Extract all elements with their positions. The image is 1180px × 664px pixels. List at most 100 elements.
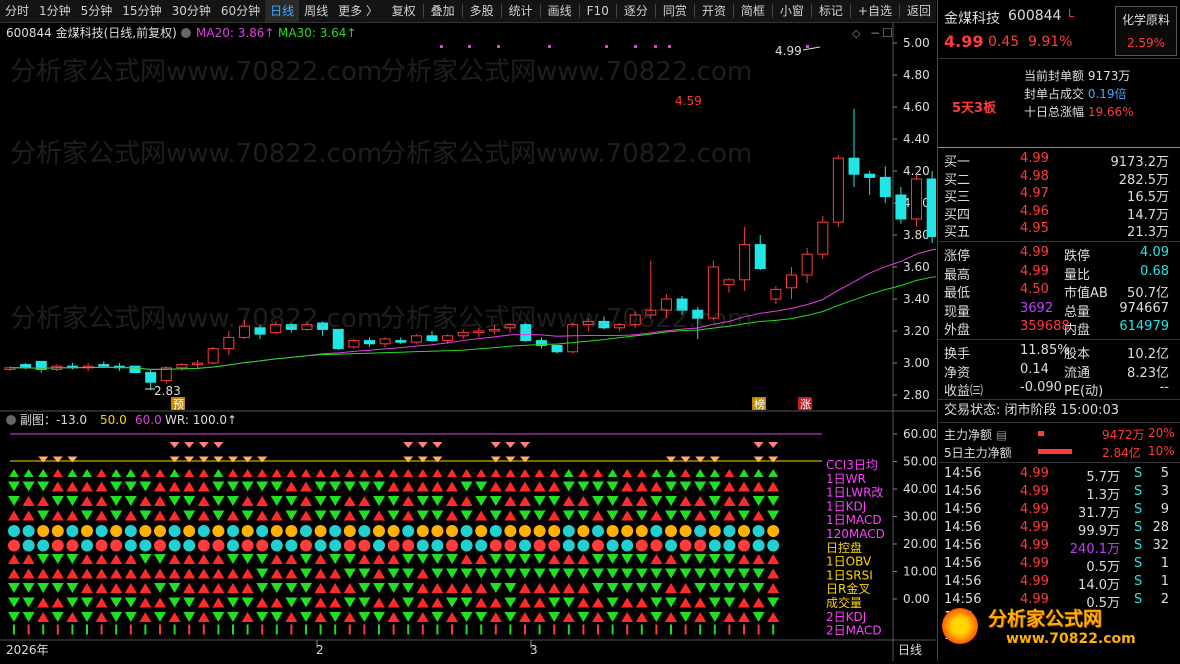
simple-frame-button[interactable]: 简框: [740, 4, 765, 18]
draw-line-button[interactable]: 画线: [547, 4, 572, 18]
bid-row[interactable]: 买三 4.97 16.5万: [938, 186, 1180, 205]
candle-body[interactable]: [692, 309, 704, 319]
tab-daily[interactable]: 日线: [265, 0, 300, 22]
stats-button[interactable]: 统计: [508, 4, 533, 18]
candle-body[interactable]: [457, 332, 469, 337]
candle-body[interactable]: [254, 327, 266, 335]
settings-icon[interactable]: [6, 415, 16, 425]
signal-triangle: [285, 568, 298, 579]
candle-body[interactable]: [801, 253, 813, 276]
fuquan-button[interactable]: 复权: [391, 4, 416, 18]
candle-body[interactable]: [520, 324, 532, 342]
expand-icon[interactable]: ☐: [882, 26, 893, 40]
tab-1min[interactable]: 1分钟: [39, 4, 71, 18]
candle-body[interactable]: [817, 221, 829, 255]
tab-weekly[interactable]: 周线: [304, 4, 329, 18]
candle-body[interactable]: [301, 324, 313, 330]
candle-body[interactable]: [707, 266, 719, 319]
f10-button[interactable]: F10: [586, 4, 609, 18]
candle-body[interactable]: [645, 309, 657, 316]
candle-body[interactable]: [379, 338, 391, 345]
signal-badge: [329, 539, 342, 552]
same-button[interactable]: 同赏: [662, 4, 687, 18]
candle-body[interactable]: [895, 194, 907, 220]
tab-more[interactable]: 更多 〉: [338, 4, 378, 18]
signal-triangle: [285, 612, 298, 622]
mark-button[interactable]: 标记: [818, 4, 843, 18]
diamond-icon[interactable]: ◇: [852, 27, 861, 40]
small-window-button[interactable]: 小窗: [779, 4, 804, 18]
signal-triangle: [227, 583, 239, 593]
chart-area[interactable]: 600844 金煤科技(日线,前复权) MA20: 3.86↑ MA30: 3.…: [0, 23, 1032, 661]
candle-body[interactable]: [551, 344, 563, 353]
candle-body[interactable]: [270, 324, 282, 334]
candle-body[interactable]: [285, 324, 297, 330]
signal-triangle: [562, 554, 575, 564]
candle-body[interactable]: [629, 314, 641, 326]
candle-body[interactable]: [363, 340, 375, 345]
candle-body[interactable]: [598, 320, 610, 329]
candle-body[interactable]: [848, 157, 860, 175]
candle-body[interactable]: [911, 178, 923, 220]
candle-body[interactable]: [879, 176, 891, 198]
tick-list[interactable]: 14:56 4.99 5.7万 S 5 14:56 4.99 1.3万 S 3 14…: [938, 462, 1180, 662]
candle-body[interactable]: [770, 288, 782, 300]
overlay-button[interactable]: 叠加: [430, 4, 455, 18]
candle-body[interactable]: [192, 362, 204, 366]
tab-fenshi[interactable]: 分时: [5, 4, 30, 18]
multi-stock-button[interactable]: 多股: [469, 4, 494, 18]
candle-body[interactable]: [832, 157, 844, 223]
candle-body[interactable]: [473, 330, 485, 334]
signal-badge: [606, 539, 619, 552]
candle-body[interactable]: [582, 320, 594, 326]
settings-icon[interactable]: [181, 28, 191, 38]
sub-tick-label: 30.00: [903, 510, 936, 524]
candle-body[interactable]: [567, 324, 579, 353]
candle-body[interactable]: [207, 348, 219, 364]
candle-body[interactable]: [926, 178, 938, 238]
signal-badge: [606, 525, 619, 537]
candle-body[interactable]: [348, 340, 360, 348]
bid-row[interactable]: 买五 4.95 21.3万: [938, 221, 1180, 240]
open-button[interactable]: 开资: [701, 4, 726, 18]
tab-15min[interactable]: 15分钟: [122, 4, 162, 18]
candle-body[interactable]: [317, 322, 329, 330]
per-minute-button[interactable]: 逐分: [623, 4, 648, 18]
candle-body[interactable]: [504, 324, 516, 329]
candle-body[interactable]: [223, 336, 235, 350]
sector-box[interactable]: 化学原料 2.59%: [1115, 6, 1177, 56]
kline-chart[interactable]: 600844 金煤科技(日线,前复权) MA20: 3.86↑ MA30: 3.…: [0, 23, 1032, 661]
candle-body[interactable]: [176, 364, 188, 369]
bid-row[interactable]: 买四 4.96 14.7万: [938, 204, 1180, 223]
candle-body[interactable]: [723, 279, 735, 286]
candle-body[interactable]: [145, 372, 157, 383]
candle-body[interactable]: [238, 325, 250, 338]
bid-row[interactable]: 买一 4.99 9173.2万: [938, 151, 1180, 170]
candle-body[interactable]: [676, 298, 688, 311]
candle-body[interactable]: [332, 328, 344, 350]
candle-body[interactable]: [864, 173, 876, 178]
candle-body[interactable]: [660, 298, 672, 311]
candle-body[interactable]: [442, 335, 454, 342]
tab-60min[interactable]: 60分钟: [220, 4, 261, 18]
candle-body[interactable]: [395, 340, 407, 343]
candle-body[interactable]: [754, 244, 766, 270]
candle-body[interactable]: [614, 324, 626, 329]
candle-body[interactable]: [160, 367, 172, 382]
signal-triangle: [213, 469, 224, 477]
back-button[interactable]: 返回: [906, 4, 931, 18]
candle-body[interactable]: [489, 328, 501, 332]
candle-body[interactable]: [98, 364, 110, 367]
tab-5min[interactable]: 5分钟: [80, 4, 113, 18]
add-watchlist-button[interactable]: +自选: [857, 4, 892, 18]
candle-body[interactable]: [410, 335, 422, 343]
bid-row[interactable]: 买二 4.98 282.5万: [938, 169, 1180, 188]
candle-body[interactable]: [739, 244, 751, 281]
tab-30min[interactable]: 30分钟: [171, 4, 211, 18]
candle-body[interactable]: [35, 360, 47, 370]
candle-body[interactable]: [786, 274, 797, 289]
candle-body[interactable]: [426, 335, 438, 342]
candle-body[interactable]: [535, 340, 547, 346]
minimize-icon[interactable]: −: [870, 26, 880, 40]
candle-body[interactable]: [129, 365, 141, 374]
